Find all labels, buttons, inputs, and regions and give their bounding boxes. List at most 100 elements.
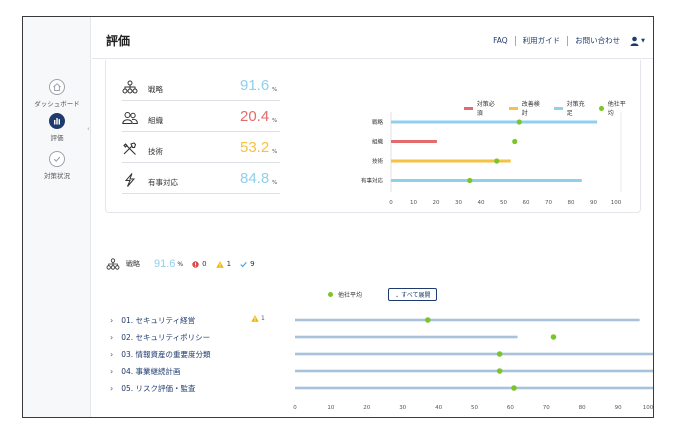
summary-value: 91.6 xyxy=(154,258,176,270)
tick-label: 70 xyxy=(543,405,550,411)
metric-label: 技術 xyxy=(148,147,163,156)
tools-icon xyxy=(123,142,137,155)
sidebar-collapse-arrow-icon[interactable]: ‹ xyxy=(87,125,90,133)
metric-value: 84.8 xyxy=(240,170,270,187)
tick-label: 70 xyxy=(545,200,552,206)
chevron-down-icon: ▼ xyxy=(641,37,645,44)
ok-count-badge: 9 xyxy=(240,260,255,268)
row-label: 01. セキュリティ経営 xyxy=(121,316,196,325)
tick-label: 90 xyxy=(615,405,622,411)
legend-swatch xyxy=(553,106,563,110)
tick-label: 0 xyxy=(293,405,297,411)
bar xyxy=(391,159,511,163)
detail-bar-chart: 0 10 20 30 40 50 60 70 80 90 100 xyxy=(293,317,654,411)
legend-swatch xyxy=(464,106,473,110)
sidebar-item-label: 対策状況 xyxy=(44,172,70,180)
legend-label: 対策必須 xyxy=(476,101,495,117)
sidebar-item-evaluation[interactable]: 評価 xyxy=(23,113,91,142)
peer-average-point xyxy=(467,177,473,184)
metric-value: 20.4 xyxy=(240,108,270,125)
bar xyxy=(391,120,598,124)
list-item[interactable]: › 03. 情報資産の重要度分類 xyxy=(110,349,211,360)
user-guide-link[interactable]: 利用ガイド xyxy=(522,36,561,45)
sidebar-item-label: 評価 xyxy=(50,134,64,142)
expand-all-button[interactable]: ⌄ すべて展開 xyxy=(388,288,438,301)
category-label: 組織 xyxy=(372,138,384,146)
list-item[interactable]: › 04. 事業継続計画 xyxy=(110,366,181,377)
category-label: 技術 xyxy=(372,157,384,165)
legend-swatch xyxy=(508,106,518,110)
error-count-badge: 0 xyxy=(192,260,207,268)
chevron-right-icon: › xyxy=(110,350,114,359)
bar xyxy=(295,335,518,339)
sidebar-item-label: ダッシュボード xyxy=(34,100,80,108)
row-label: 04. 事業継続計画 xyxy=(121,367,181,376)
row-label: 02. セキュリティポリシー xyxy=(121,333,211,342)
user-menu[interactable]: ▼ xyxy=(630,36,645,46)
list-item[interactable]: › 01. セキュリティ経営 xyxy=(110,315,195,326)
bar xyxy=(391,140,437,143)
chevron-down-icon: ⌄ xyxy=(395,293,400,299)
list-item[interactable]: › 05. リスク評価・監査 xyxy=(110,383,196,394)
lightning-icon xyxy=(124,173,136,187)
tick-label: 60 xyxy=(523,200,530,206)
tick-label: 100 xyxy=(611,200,622,206)
row-label: 03. 情報資産の重要度分類 xyxy=(121,350,211,359)
header-nav: FAQ 利用ガイド お問い合わせ ▼ xyxy=(493,35,645,46)
tick-label: 20 xyxy=(433,200,440,206)
peer-average-point xyxy=(512,138,518,145)
tick-label: 20 xyxy=(363,405,370,411)
chevron-right-icon: › xyxy=(110,367,114,376)
check-icon xyxy=(240,261,247,267)
peer-average-point xyxy=(550,334,557,340)
tick-label: 0 xyxy=(389,200,393,206)
warning-icon xyxy=(251,315,259,322)
metric-strategy: 戦略 91.6 % xyxy=(122,77,280,101)
row-label: 05. リスク評価・監査 xyxy=(121,384,196,393)
category-summary: 戦略 91.6 % 0 1 9 xyxy=(106,258,264,270)
sidebar-item-countermeasures[interactable]: 対策状況 xyxy=(23,151,91,180)
check-circle-icon xyxy=(49,151,65,167)
legend-item: 他社平均 xyxy=(598,99,631,117)
list-item[interactable]: › 02. セキュリティポリシー xyxy=(110,332,210,343)
category-label: 有事対応 xyxy=(361,177,384,185)
summary-unit: % xyxy=(177,260,184,268)
peer-average-point xyxy=(516,119,522,125)
metric-unit: % xyxy=(272,87,278,93)
main-content: 戦略 91.6 % 組織 20.4 % 技術 53.2 % 有事対応 84.8 … xyxy=(92,60,653,417)
tick-label: 100 xyxy=(643,405,654,411)
peer-average-dot xyxy=(328,292,333,297)
metric-unit: % xyxy=(272,149,278,155)
peer-average-point xyxy=(496,351,503,357)
tick-label: 50 xyxy=(500,200,507,206)
metric-unit: % xyxy=(272,118,278,124)
metric-label: 戦略 xyxy=(148,85,163,94)
people-icon xyxy=(122,112,138,124)
metric-incident-response: 有事対応 84.8 % xyxy=(122,170,280,194)
legend-item: 改善検討 xyxy=(508,99,545,117)
bar xyxy=(295,386,653,390)
row-warning-count: 1 xyxy=(261,315,265,322)
bar xyxy=(295,369,653,373)
tick-label: 40 xyxy=(478,200,485,206)
nav-divider xyxy=(514,35,516,46)
peer-average-label: 他社平均 xyxy=(338,292,363,299)
metric-organization: 組織 20.4 % xyxy=(122,108,280,132)
category-label: 戦略 xyxy=(372,118,384,126)
bar-chart-icon xyxy=(49,113,65,129)
tick-label: 80 xyxy=(568,200,575,206)
chevron-right-icon: › xyxy=(110,384,114,393)
summary-label: 戦略 xyxy=(126,260,140,268)
header: 評価 FAQ 利用ガイド お問い合わせ ▼ xyxy=(92,17,653,59)
bar xyxy=(295,352,653,356)
peer-average-point xyxy=(494,158,500,164)
sidebar-item-dashboard[interactable]: ダッシュボード xyxy=(23,79,91,108)
warning-count: 1 xyxy=(226,260,232,268)
legend-label: 改善検討 xyxy=(521,101,540,117)
faq-link[interactable]: FAQ xyxy=(493,36,508,45)
tick-label: 30 xyxy=(399,405,406,411)
bar xyxy=(391,179,582,182)
peer-average-point xyxy=(511,385,517,391)
contact-link[interactable]: お問い合わせ xyxy=(575,36,621,45)
